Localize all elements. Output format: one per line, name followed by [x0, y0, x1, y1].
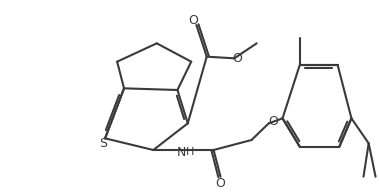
Text: O: O — [188, 13, 198, 27]
Text: S: S — [99, 137, 107, 150]
Text: H: H — [186, 147, 194, 157]
Text: N: N — [176, 145, 186, 159]
Text: O: O — [232, 52, 242, 65]
Text: O: O — [268, 115, 278, 128]
Text: O: O — [216, 177, 226, 190]
